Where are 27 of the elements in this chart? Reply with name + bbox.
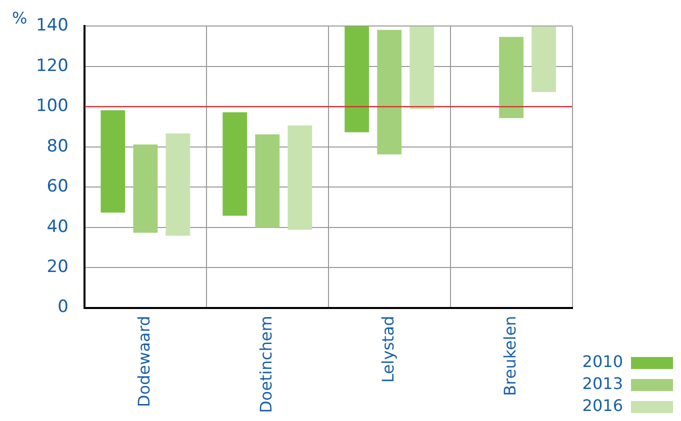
bar: [133, 144, 158, 233]
y-tick-label: 120: [36, 56, 68, 76]
bar: [100, 110, 126, 213]
x-tick-label: Breukelen: [500, 316, 520, 396]
bar: [532, 26, 556, 92]
x-tick-label: Doetinchem: [256, 316, 276, 414]
legend-label: 2013: [582, 374, 623, 394]
y-tick-label: 40: [46, 216, 68, 237]
bar: [288, 125, 312, 230]
bar: [410, 26, 434, 110]
bar: [166, 133, 190, 236]
y-tick-label: 0: [58, 297, 68, 318]
bar: [499, 36, 524, 118]
y-axis-title: %: [12, 8, 28, 28]
y-tick-label: 60: [46, 176, 68, 197]
bar: [344, 26, 370, 132]
bar: [377, 30, 402, 154]
x-tick-label: Dodewaard: [134, 316, 154, 408]
y-tick-label: 140: [36, 16, 68, 36]
y-tick-label: 80: [46, 136, 68, 156]
y-tick-label: 100: [36, 96, 68, 116]
bar: [222, 112, 248, 216]
x-tick-label: Lelystad: [378, 316, 398, 383]
legend-label: 2010: [582, 352, 623, 372]
legend-label: 2016: [582, 396, 623, 416]
y-tick-label: 20: [46, 257, 68, 278]
bar: [255, 134, 280, 228]
